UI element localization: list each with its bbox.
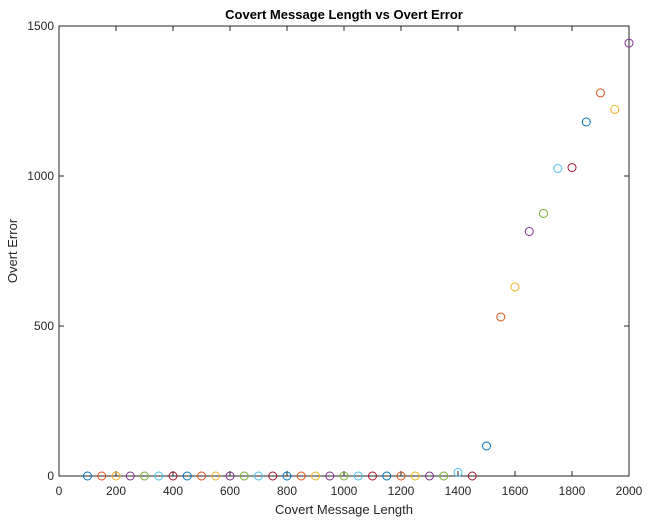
data-points (83, 38, 634, 481)
data-point (467, 471, 477, 481)
x-axis-label: Covert Message Length (275, 502, 413, 517)
x-tick-label: 800 (277, 484, 297, 498)
chart-title: Covert Message Length vs Overt Error (225, 7, 463, 22)
y-axis-label: Overt Error (5, 218, 20, 283)
data-point (268, 471, 278, 481)
data-point (225, 471, 235, 481)
x-tick-label: 1800 (559, 484, 586, 498)
data-point (282, 471, 292, 481)
data-point (197, 471, 206, 481)
data-point (610, 104, 620, 114)
x-tick-label: 1600 (502, 484, 529, 498)
data-point (353, 471, 363, 481)
x-axis: 0 200 400 600 800 1000 1200 1400 1600 1800 2000 (56, 26, 643, 498)
data-point (567, 163, 577, 173)
data-point (539, 209, 548, 218)
data-point (596, 88, 605, 98)
data-point (510, 282, 520, 292)
x-tick-label: 400 (163, 484, 183, 498)
data-point (125, 471, 135, 481)
data-point (439, 471, 449, 481)
plot-area-box (58, 25, 630, 477)
x-tick-label: 2000 (616, 484, 643, 498)
x-tick-label: 1400 (445, 484, 472, 498)
x-tick-label: 1000 (331, 484, 358, 498)
data-point (425, 471, 434, 481)
data-point (325, 471, 335, 481)
x-tick-label: 1200 (388, 484, 415, 498)
data-point (496, 312, 506, 322)
data-point (311, 471, 320, 481)
data-point (382, 471, 392, 481)
data-point (581, 117, 591, 127)
data-point (339, 471, 349, 481)
data-point (239, 471, 249, 481)
data-point (154, 471, 164, 481)
data-point (368, 471, 377, 481)
x-tick-label: 600 (220, 484, 240, 498)
y-tick-label: 1500 (27, 19, 54, 33)
y-axis: 0 500 1000 1500 (27, 19, 629, 483)
data-point (453, 467, 463, 477)
y-tick-label: 0 (47, 469, 54, 483)
data-point (83, 471, 92, 481)
data-point (396, 471, 406, 481)
data-point (410, 471, 420, 481)
data-point (168, 471, 178, 481)
x-tick-label: 200 (106, 484, 126, 498)
data-point (553, 164, 563, 173)
data-point (482, 441, 491, 451)
data-point (111, 471, 121, 481)
data-point (296, 471, 306, 481)
data-point (254, 471, 263, 481)
data-point (97, 471, 107, 481)
x-tick-label: 0 (56, 484, 63, 498)
y-tick-label: 1000 (27, 169, 54, 183)
data-point (524, 227, 534, 236)
data-point (624, 38, 634, 48)
y-tick-label: 500 (34, 319, 54, 333)
data-point (211, 471, 221, 481)
data-point (140, 471, 149, 481)
data-point (182, 471, 192, 481)
